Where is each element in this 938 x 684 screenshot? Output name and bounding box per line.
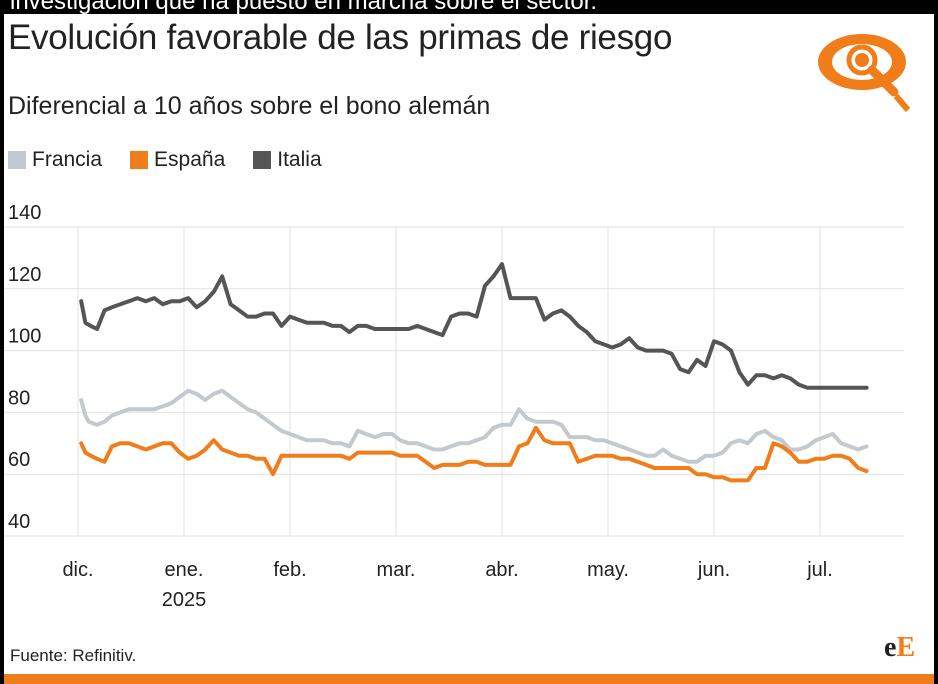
bottom-accent-bar — [4, 674, 934, 684]
legend-label-espana: España — [154, 148, 226, 171]
chart-title: Evolución favorable de las primas de rie… — [8, 18, 673, 57]
brand-logo-e: e — [884, 632, 897, 663]
y-tick-label: 120 — [8, 264, 41, 286]
legend-item-espana: España — [130, 148, 225, 172]
y-tick-label: 100 — [8, 326, 41, 348]
x-tick-label: feb. — [273, 559, 306, 581]
x-tick-label: may. — [587, 559, 629, 581]
legend-item-italia: Italia — [253, 148, 322, 172]
source-note: Fuente: Refinitiv. — [10, 646, 137, 665]
article-caption: investigación que ha puesto en marcha so… — [10, 0, 598, 15]
x-tick-sublabel: 2025 — [162, 589, 207, 611]
legend-swatch-espana — [130, 151, 149, 169]
legend-item-francia: Francia — [8, 148, 102, 172]
y-tick-label: 40 — [8, 511, 30, 533]
chart-subtitle: Diferencial a 10 años sobre el bono alem… — [8, 92, 491, 120]
chart-legend: Francia España Italia — [8, 148, 322, 172]
y-tick-label: 140 — [8, 202, 41, 224]
x-tick-label: mar. — [377, 559, 416, 581]
line-chart: 40 60 80 100 120 140 dic. ene. 2025 feb. mar. abr. m… — [4, 202, 904, 611]
y-tick-label: 60 — [8, 449, 30, 471]
brand-logo: eE — [884, 632, 915, 664]
x-tick-label: ene. — [165, 559, 204, 581]
series-line-francia — [79, 388, 869, 464]
legend-swatch-italia — [253, 151, 272, 169]
series-line-italia — [79, 262, 869, 390]
magnifier-eye-icon — [812, 20, 922, 125]
series-line-espana — [79, 425, 869, 483]
legend-swatch-francia — [8, 151, 26, 169]
x-tick-label: jul. — [806, 559, 833, 581]
legend-label-italia: Italia — [277, 148, 322, 171]
y-tick-label: 80 — [8, 387, 30, 409]
chart-card: Evolución favorable de las primas de rie… — [4, 14, 934, 684]
x-tick-label: jun. — [697, 559, 730, 581]
legend-label-francia: Francia — [32, 148, 103, 171]
brand-logo-E: E — [896, 632, 916, 663]
x-tick-label: abr. — [485, 559, 518, 581]
x-tick-label: dic. — [62, 559, 93, 581]
